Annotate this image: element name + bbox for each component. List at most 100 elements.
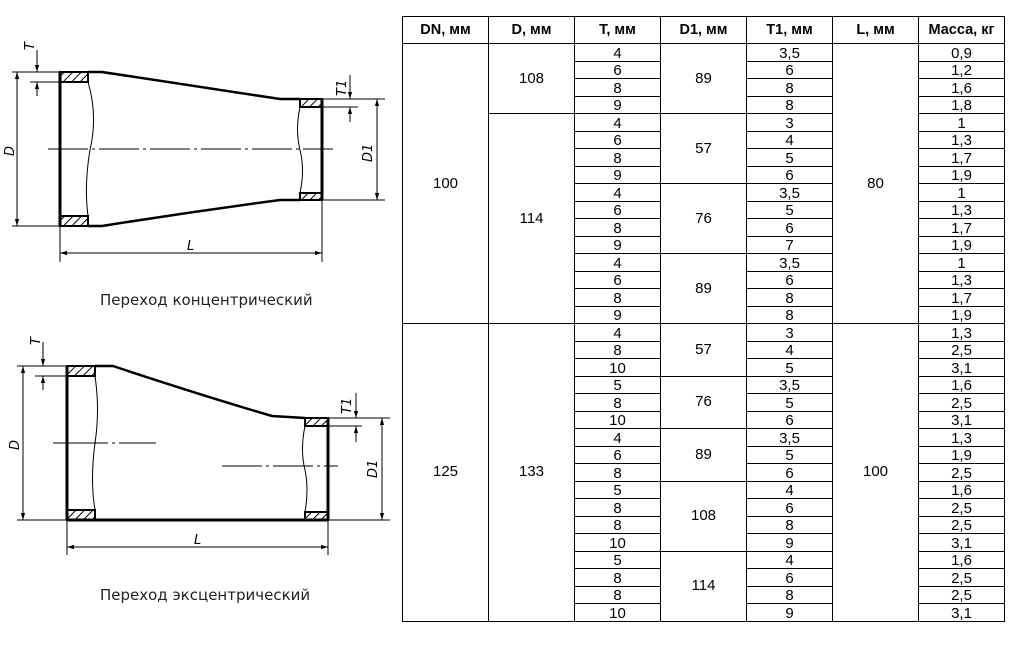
cell-t: 9 bbox=[574, 95, 661, 114]
cell-t1: 6 bbox=[746, 60, 833, 79]
label-d: D bbox=[3, 146, 18, 156]
table-row: 8 5 1,7 bbox=[403, 148, 1005, 167]
table-row: 8 5 2,5 bbox=[403, 393, 1005, 412]
eccentric-caption: Переход эксцентрический bbox=[100, 586, 311, 604]
table-row: 6 6 1,3 bbox=[403, 270, 1005, 289]
cell-t: 6 bbox=[574, 445, 661, 464]
cell-t: 8 bbox=[574, 393, 661, 412]
cell-mass: 0,9 bbox=[918, 43, 1005, 62]
cell-t1: 5 bbox=[746, 445, 833, 464]
cell-d1: 108 bbox=[660, 480, 747, 552]
label-t: T bbox=[23, 41, 38, 50]
cell-t: 8 bbox=[574, 340, 661, 359]
cell-t1: 8 bbox=[746, 515, 833, 534]
cell-mass: 1,3 bbox=[918, 200, 1005, 219]
cell-mass: 2,5 bbox=[918, 515, 1005, 534]
table-row: 10 9 3,1 bbox=[403, 533, 1005, 552]
cell-t1: 9 bbox=[746, 533, 833, 552]
cell-t: 4 bbox=[574, 43, 661, 62]
table-row: 9 6 1,9 bbox=[403, 165, 1005, 184]
cell-t1: 3,5 bbox=[746, 183, 833, 202]
cell-mass: 1,9 bbox=[918, 305, 1005, 324]
cell-t1: 8 bbox=[746, 585, 833, 604]
table-row: 8 6 2,5 bbox=[403, 568, 1005, 587]
table-row: 8 6 1,7 bbox=[403, 218, 1005, 237]
cell-mass: 3,1 bbox=[918, 603, 1005, 622]
cell-dn: 125 bbox=[402, 323, 489, 622]
cell-t: 6 bbox=[574, 130, 661, 149]
cell-mass: 2,5 bbox=[918, 568, 1005, 587]
cell-mass: 1,9 bbox=[918, 165, 1005, 184]
table-row: 10 9 3,1 bbox=[403, 603, 1005, 622]
cell-t: 6 bbox=[574, 60, 661, 79]
cell-d: 108 bbox=[488, 43, 575, 114]
cell-t1: 6 bbox=[746, 568, 833, 587]
cell-t: 4 bbox=[574, 183, 661, 202]
cell-t1: 8 bbox=[746, 78, 833, 97]
header-mass: Масса, кг bbox=[918, 16, 1005, 44]
table-row: 6 5 1,3 bbox=[403, 200, 1005, 219]
table-row: 6 5 1,9 bbox=[403, 445, 1005, 464]
cell-d1: 114 bbox=[660, 550, 747, 622]
cell-mass: 1,6 bbox=[918, 480, 1005, 499]
table-row: 8 8 1,6 bbox=[403, 78, 1005, 97]
cell-t1: 3 bbox=[746, 323, 833, 342]
cell-d1: 89 bbox=[660, 43, 747, 114]
cell-d1: 89 bbox=[660, 428, 747, 482]
cell-mass: 1 bbox=[918, 253, 1005, 272]
cell-mass: 1,3 bbox=[918, 428, 1005, 447]
cell-mass: 1,3 bbox=[918, 323, 1005, 342]
cell-t: 9 bbox=[574, 235, 661, 254]
cell-t1: 5 bbox=[746, 393, 833, 412]
cell-t: 8 bbox=[574, 218, 661, 237]
header-t: T, мм bbox=[574, 16, 661, 44]
cell-mass: 3,1 bbox=[918, 358, 1005, 377]
cell-t: 10 bbox=[574, 533, 661, 552]
cell-t1: 4 bbox=[746, 550, 833, 569]
cell-t: 10 bbox=[574, 358, 661, 377]
cell-t1: 6 bbox=[746, 498, 833, 517]
label-d1: D1 bbox=[361, 144, 376, 162]
cell-t1: 4 bbox=[746, 340, 833, 359]
cell-t: 8 bbox=[574, 78, 661, 97]
cell-t1: 5 bbox=[746, 148, 833, 167]
cell-mass: 3,1 bbox=[918, 533, 1005, 552]
cell-mass: 2,5 bbox=[918, 498, 1005, 517]
cell-t: 8 bbox=[574, 515, 661, 534]
table-row: 10 6 3,1 bbox=[403, 410, 1005, 429]
label-d: D bbox=[8, 440, 23, 450]
table-row: 114 4 57 3 1 bbox=[403, 113, 1005, 324]
cell-t: 10 bbox=[574, 410, 661, 429]
table-row: 8 6 2,5 bbox=[403, 498, 1005, 517]
header-d: D, мм bbox=[488, 16, 575, 44]
label-l: L bbox=[194, 533, 201, 548]
cell-mass: 1,8 bbox=[918, 95, 1005, 114]
cell-t: 6 bbox=[574, 200, 661, 219]
table-header-row: DN, мм D, мм T, мм D1, мм T1, мм L, мм М… bbox=[402, 16, 1005, 44]
cell-t1: 8 bbox=[746, 288, 833, 307]
cell-t1: 6 bbox=[746, 218, 833, 237]
cell-t1: 4 bbox=[746, 480, 833, 499]
cell-l: 80 bbox=[832, 43, 919, 324]
cell-t: 10 bbox=[574, 603, 661, 622]
cell-t: 8 bbox=[574, 568, 661, 587]
table-row: 9 8 1,8 bbox=[403, 95, 1005, 114]
cell-mass: 1,7 bbox=[918, 148, 1005, 167]
cell-mass: 1 bbox=[918, 113, 1005, 132]
cell-l: 100 bbox=[832, 323, 919, 622]
label-t1: T1 bbox=[340, 398, 355, 414]
cell-dn: 100 bbox=[402, 43, 489, 324]
table-row: 8 8 2,5 bbox=[403, 585, 1005, 604]
eccentric-dimension-labels: T D D1 T1 L bbox=[8, 336, 381, 548]
cell-mass: 1,3 bbox=[918, 130, 1005, 149]
table-row: 8 4 2,5 bbox=[403, 340, 1005, 359]
cell-mass: 2,5 bbox=[918, 393, 1005, 412]
reducer-dimensions-table: DN, мм D, мм T, мм D1, мм T1, мм L, мм М… bbox=[402, 16, 1005, 622]
cell-t: 4 bbox=[574, 253, 661, 272]
cell-t: 9 bbox=[574, 305, 661, 324]
cell-mass: 2,5 bbox=[918, 463, 1005, 482]
table-row: 125 133 4 57 3 100 1,3 bbox=[402, 323, 1005, 622]
cell-t1: 3 bbox=[746, 113, 833, 132]
cell-mass: 1,7 bbox=[918, 218, 1005, 237]
header-l: L, мм bbox=[832, 16, 919, 44]
